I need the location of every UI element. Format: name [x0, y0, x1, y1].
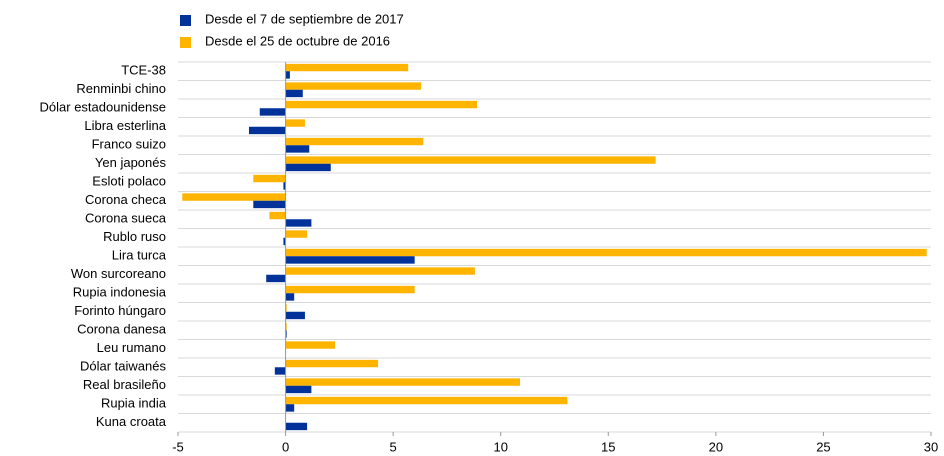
bar — [285, 267, 475, 275]
bar — [285, 82, 422, 90]
y-tick-label: Leu rumano — [97, 340, 166, 355]
y-tick-label: Corona sueca — [85, 211, 167, 226]
y-tick-label: Forinto húngaro — [74, 303, 166, 318]
x-tick-label: 20 — [709, 439, 723, 454]
x-tick-label: 10 — [493, 439, 507, 454]
y-tick-label: Rublo ruso — [103, 229, 166, 244]
bar — [285, 359, 379, 368]
y-tick-label: Kuna croata — [96, 414, 167, 429]
bar — [285, 304, 287, 312]
y-tick-label: Won surcoreano — [71, 266, 166, 281]
bar — [285, 396, 568, 405]
legend-label: Desde el 7 de septiembre de 2017 — [205, 11, 404, 26]
y-tick-label: Corona checa — [85, 192, 167, 207]
bar — [285, 341, 336, 349]
y-tick-label: Renminbi chino — [76, 81, 166, 96]
bar — [274, 367, 286, 375]
y-tick-label: Esloti polaco — [92, 174, 166, 189]
bar — [285, 422, 308, 431]
bar — [285, 163, 331, 172]
bar — [285, 330, 287, 338]
x-tick-label: -5 — [172, 439, 184, 454]
bar — [285, 156, 656, 164]
bar — [285, 145, 310, 153]
y-tick-label: Real brasileño — [83, 377, 166, 392]
bar — [285, 285, 415, 294]
bar — [285, 248, 927, 257]
y-tick-label: Dólar taiwanés — [80, 359, 166, 374]
bar — [266, 274, 286, 283]
bar — [285, 71, 290, 79]
y-tick-label: TCE-38 — [121, 63, 166, 78]
y-tick-label: Rupia india — [101, 396, 167, 411]
bar — [285, 256, 415, 264]
y-tick-label: Dólar estadounidense — [40, 100, 166, 115]
y-tick-label: Corona danesa — [77, 322, 167, 337]
bar — [283, 182, 286, 190]
y-tick-label: Lira turca — [112, 248, 167, 263]
x-tick-label: 0 — [282, 439, 289, 454]
bar — [285, 219, 312, 227]
bar — [285, 100, 478, 109]
legend-label: Desde el 25 de octubre de 2016 — [205, 33, 390, 48]
y-tick-label: Yen japonés — [95, 155, 167, 170]
bar — [285, 63, 409, 72]
bar — [283, 237, 286, 246]
x-tick-label: 25 — [816, 439, 830, 454]
bar — [285, 378, 521, 386]
bar — [285, 322, 287, 331]
x-tick-label: 5 — [390, 439, 397, 454]
bar — [285, 230, 308, 238]
bar — [285, 404, 295, 412]
bar — [248, 126, 286, 135]
y-tick-label: Rupia indonesia — [73, 285, 167, 300]
bar — [253, 200, 286, 209]
x-tick-label: 30 — [924, 439, 938, 454]
y-tick-label: Libra esterlina — [84, 118, 166, 133]
x-tick-label: 15 — [601, 439, 615, 454]
bar — [285, 89, 303, 98]
legend-swatch — [180, 15, 191, 26]
bar — [269, 211, 286, 220]
bar — [253, 174, 286, 183]
legend-swatch — [180, 37, 191, 48]
bar — [285, 137, 424, 146]
bar — [285, 293, 295, 301]
y-tick-label: Franco suizo — [92, 137, 166, 152]
bar — [259, 108, 286, 116]
bar — [182, 193, 286, 201]
bar — [285, 119, 305, 127]
bar — [285, 311, 305, 320]
bar — [285, 385, 312, 394]
